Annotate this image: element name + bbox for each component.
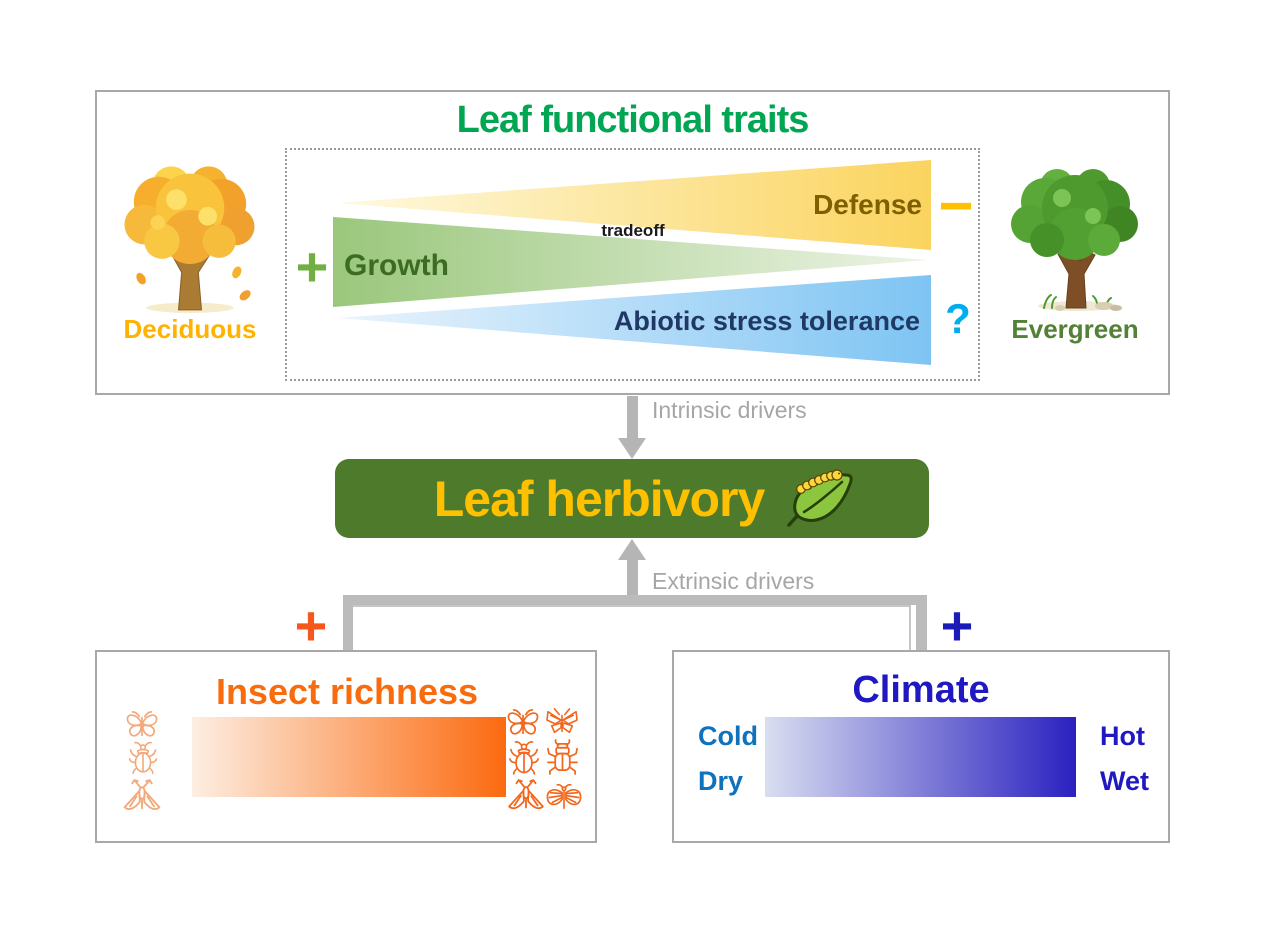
- caterpillar-leaf-icon: [787, 468, 853, 527]
- butterfly-icon: [505, 708, 541, 738]
- tradeoff-label: tradeoff: [601, 221, 665, 240]
- evergreen-tree-illustration: [1011, 169, 1138, 311]
- defense-label: Defense: [813, 189, 922, 220]
- falling-leaves: [136, 266, 251, 301]
- defense-triangle: [338, 160, 931, 250]
- beetle-icon-2: [546, 739, 579, 776]
- moth-icon: [507, 779, 545, 815]
- extrinsic-arrow: [627, 559, 638, 596]
- butterfly-icon: [122, 710, 162, 740]
- leaf-herbivory-box: Leaf herbivory: [335, 459, 929, 538]
- deciduous-label: Deciduous: [123, 314, 257, 344]
- intrinsic-arrowhead-icon: [618, 438, 646, 459]
- autumn-foliage: [124, 166, 255, 265]
- evergreen-foliage: [1011, 169, 1138, 260]
- evergreen-label: Evergreen: [1011, 314, 1139, 344]
- growth-triangle: [333, 217, 928, 307]
- climate-gradient-bar: [765, 717, 1076, 797]
- question-mark-icon: ?: [945, 295, 971, 342]
- extrinsic-arrowhead-icon: [618, 539, 646, 560]
- climate-title: Climate: [852, 669, 990, 711]
- butterfly-icon-2: [544, 707, 580, 737]
- moth-icon: [121, 779, 163, 816]
- beetle-icon: [128, 741, 158, 775]
- traits-tradeoff-area: [285, 148, 980, 381]
- plus-icon: +: [295, 235, 329, 298]
- minus-icon: −: [938, 172, 974, 239]
- abiotic-stress-label: Abiotic stress tolerance: [613, 306, 920, 336]
- moth-icon-2: [545, 782, 583, 813]
- intrinsic-drivers-label: Intrinsic drivers: [652, 397, 807, 423]
- leaf-herbivory-label: Leaf herbivory: [433, 470, 766, 527]
- growth-label: Growth: [344, 249, 449, 282]
- deciduous-tree-illustration: [124, 166, 255, 313]
- connector-thin-line: [353, 605, 911, 607]
- beetle-icon: [509, 740, 539, 776]
- tradeoff-triangles: [333, 160, 931, 365]
- connector-drop-left: [343, 595, 353, 651]
- abiotic-triangle: [338, 275, 931, 365]
- insect-plus-icon: +: [294, 594, 328, 657]
- connector-thin-drop: [909, 605, 911, 650]
- hot-label: Hot: [1100, 721, 1145, 751]
- caterpillar: [796, 468, 843, 494]
- leaf-traits-title: Leaf functional traits: [456, 99, 810, 141]
- intrinsic-arrow: [627, 396, 638, 440]
- wet-label: Wet: [1100, 766, 1150, 796]
- dry-label: Dry: [698, 766, 744, 796]
- connector-bar: [343, 595, 927, 605]
- extrinsic-drivers-label: Extrinsic drivers: [652, 568, 815, 594]
- insect-richness-title: Insect richness: [215, 671, 479, 712]
- connector-drop-right: [916, 595, 927, 650]
- climate-plus-icon: +: [940, 594, 974, 657]
- cold-label: Cold: [698, 721, 758, 751]
- insect-richness-gradient-bar: [192, 717, 506, 797]
